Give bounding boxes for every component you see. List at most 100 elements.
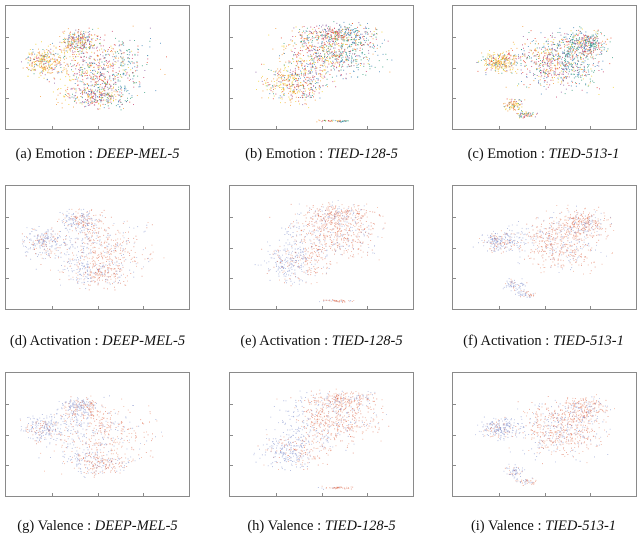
scatter-point (291, 51, 293, 52)
scatter-point (291, 81, 293, 83)
scatter-point (590, 42, 591, 44)
scatter-point (317, 82, 319, 84)
scatter-point (82, 93, 83, 95)
scatter-point (578, 76, 580, 78)
scatter-point (571, 46, 573, 47)
scatter-point (62, 212, 64, 214)
scatter-point (311, 88, 313, 90)
scatter-point (72, 93, 73, 95)
scatter-point (122, 60, 124, 62)
scatter-point (330, 48, 332, 50)
scatter-point (81, 245, 83, 247)
scatter-point (348, 39, 350, 40)
scatter-point (90, 91, 92, 93)
scatter-point (327, 34, 329, 35)
scatter-point (584, 43, 586, 45)
scatter-point (321, 35, 323, 37)
scatter-point (544, 64, 546, 66)
scatter-point (351, 30, 353, 32)
scatter-point (325, 85, 327, 86)
scatter-point (308, 78, 310, 80)
scatter-point (344, 61, 346, 63)
scatter-point (305, 72, 306, 74)
scatter-point (41, 257, 43, 259)
scatter-point (350, 76, 352, 78)
scatter-point (521, 49, 522, 50)
scatter-point (105, 85, 107, 87)
scatter-point (122, 103, 123, 105)
scatter-point (292, 36, 294, 37)
scatter-point (29, 49, 31, 50)
scatter-point (524, 116, 526, 118)
scatter-point (96, 47, 97, 49)
scatter-point (536, 68, 537, 69)
scatter-point (588, 47, 590, 48)
scatter-point (46, 78, 48, 80)
scatter-point (80, 47, 82, 49)
scatter-point (521, 115, 523, 117)
scatter-point (269, 93, 271, 95)
scatter-point (303, 94, 305, 96)
scatter-point (38, 65, 40, 67)
scatter-point (301, 35, 303, 36)
scatter-point (69, 56, 71, 58)
scatter-point (115, 105, 117, 107)
scatter-point (307, 55, 309, 57)
scatter-point (95, 252, 96, 254)
scatter-point (354, 42, 356, 44)
scatter-point (77, 278, 79, 279)
scatter-point (520, 113, 522, 114)
scatter-point (553, 49, 555, 50)
scatter-point (294, 71, 296, 73)
scatter-point (78, 42, 79, 44)
scatter-point (328, 42, 330, 44)
scatter-point (578, 44, 580, 46)
scatter-point (79, 288, 81, 289)
scatter-point (305, 70, 307, 71)
scatter-point (550, 58, 552, 60)
scatter-point (88, 47, 89, 49)
scatter-point (585, 56, 587, 58)
scatter-point (99, 214, 101, 216)
scatter-point (349, 33, 351, 34)
scatter-point (128, 57, 129, 59)
scatter-point (108, 236, 110, 238)
scatter-point (310, 59, 312, 61)
scatter-point (491, 57, 493, 59)
scatter-point (88, 85, 90, 87)
scatter-point (31, 68, 33, 70)
scatter-point (587, 39, 589, 41)
scatter-point (349, 35, 351, 36)
scatter-point (334, 47, 336, 49)
scatter-point (574, 51, 576, 53)
scatter-point (332, 29, 333, 31)
scatter-point (529, 112, 531, 114)
scatter-point (358, 35, 360, 37)
scatter-point (574, 57, 576, 59)
scatter-point (107, 53, 109, 55)
scatter-point (581, 79, 583, 81)
scatter-point (115, 275, 116, 277)
scatter-point (103, 99, 104, 101)
scatter-point (299, 89, 301, 91)
scatter-point (295, 78, 297, 80)
scatter-point (592, 35, 594, 37)
scatter-point (105, 264, 107, 266)
scatter-point (123, 108, 124, 109)
scatter-point (332, 63, 333, 65)
scatter-point (81, 274, 82, 276)
scatter-point (79, 208, 80, 210)
scatter-point (346, 34, 348, 36)
scatter-point (514, 104, 516, 106)
scatter-point (354, 48, 356, 50)
scatter-point (302, 87, 304, 89)
scatter-point (99, 59, 101, 60)
scatter-point (31, 54, 33, 56)
scatter-point (494, 54, 496, 55)
scatter-point (589, 52, 591, 54)
scatter-point (360, 37, 361, 39)
scatter-point (69, 76, 71, 78)
scatter-point (90, 34, 92, 36)
scatter-point (310, 71, 311, 73)
scatter-point (351, 62, 353, 64)
